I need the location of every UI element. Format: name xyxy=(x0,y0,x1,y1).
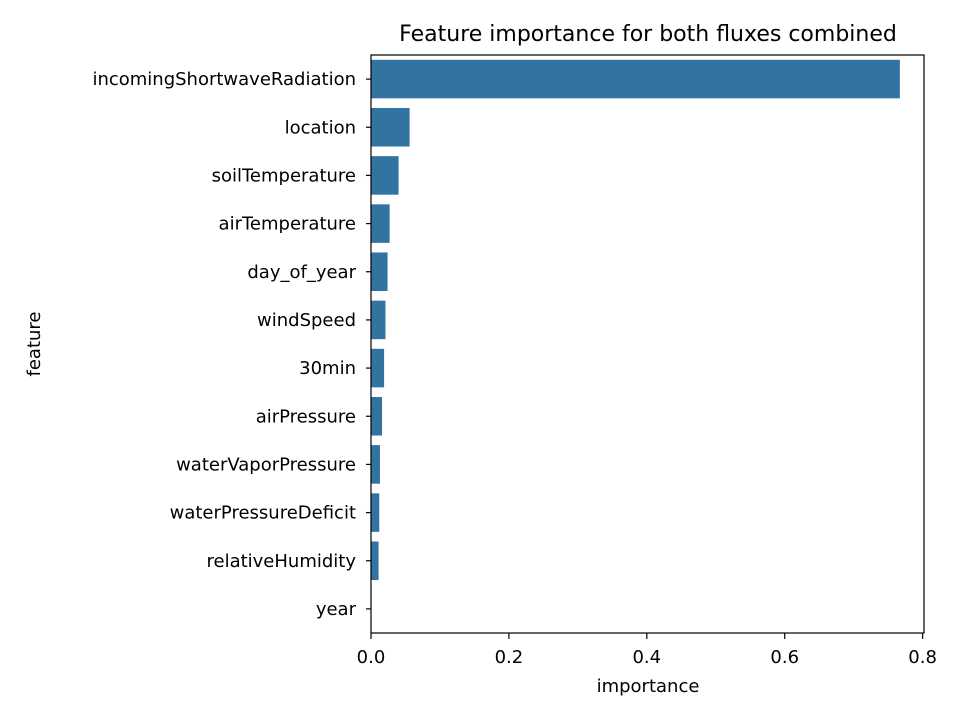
x-axis-ticks: 0.0 0.2 0.4 0.6 0.8 xyxy=(357,633,937,668)
bar-waterVaporPressure xyxy=(371,445,380,484)
y-tick-label: airTemperature xyxy=(219,214,356,235)
x-tick-label: 0.4 xyxy=(632,647,661,668)
x-tick-label: 0.6 xyxy=(770,647,799,668)
x-tick-label: 0.0 xyxy=(357,647,386,668)
chart-title: Feature importance for both fluxes combi… xyxy=(399,22,897,47)
y-tick-label: waterPressureDeficit xyxy=(170,503,356,524)
y-tick-label: 30min xyxy=(299,358,356,379)
bar-soilTemperature xyxy=(371,156,399,195)
y-axis-ticks: incomingShortwaveRadiation location soilTe… xyxy=(92,69,371,620)
x-tick-label: 0.2 xyxy=(495,647,524,668)
y-tick-label: windSpeed xyxy=(257,310,356,331)
bar-30min xyxy=(371,348,385,388)
y-tick-label: waterVaporPressure xyxy=(176,454,356,475)
bar-airTemperature xyxy=(371,204,390,243)
x-axis-label: importance xyxy=(597,676,700,697)
bar-relativeHumidity xyxy=(371,541,379,581)
bars-group xyxy=(371,59,900,581)
bar-waterPressureDeficit xyxy=(371,493,380,532)
y-tick-label: year xyxy=(316,599,357,620)
y-tick-label: relativeHumidity xyxy=(206,551,356,572)
bar-day_of_year xyxy=(371,252,388,292)
y-tick-label: day_of_year xyxy=(247,262,356,283)
bar-incomingShortwaveRadiation xyxy=(371,59,900,99)
y-tick-label: airPressure xyxy=(256,406,356,427)
y-tick-label: location xyxy=(285,117,356,138)
bar-location xyxy=(371,107,410,147)
y-tick-label: incomingShortwaveRadiation xyxy=(92,69,356,90)
y-tick-label: soilTemperature xyxy=(212,165,356,186)
x-tick-label: 0.8 xyxy=(908,647,937,668)
bar-windSpeed xyxy=(371,300,386,340)
bar-airPressure xyxy=(371,396,383,436)
plot-frame xyxy=(370,54,925,634)
y-axis-label: feature xyxy=(24,312,45,377)
